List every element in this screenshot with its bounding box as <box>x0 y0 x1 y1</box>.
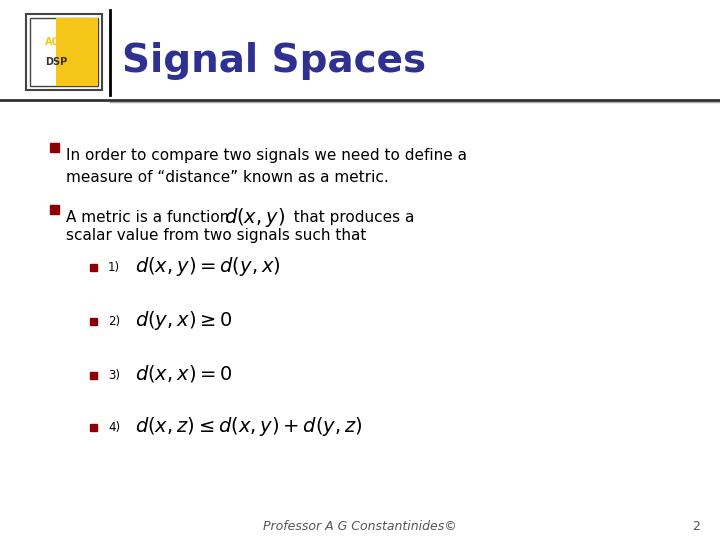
Text: $d(x, y) = d(y, x)$: $d(x, y) = d(y, x)$ <box>135 254 281 278</box>
Text: AGC: AGC <box>45 37 68 47</box>
Text: 2: 2 <box>692 521 700 534</box>
Text: Signal Spaces: Signal Spaces <box>122 42 426 80</box>
Text: that produces a: that produces a <box>284 210 415 225</box>
Text: scalar value from two signals such that: scalar value from two signals such that <box>66 228 366 243</box>
Text: DSP: DSP <box>45 57 67 67</box>
Bar <box>50 143 59 152</box>
Text: $d(x, x) = 0$: $d(x, x) = 0$ <box>135 363 233 384</box>
Bar <box>26 14 102 90</box>
Text: 3): 3) <box>108 369 120 382</box>
Bar <box>50 205 59 214</box>
Text: A metric is a function: A metric is a function <box>66 210 234 225</box>
Bar <box>90 424 97 431</box>
Text: $d(x, z) \leq d(x, y) + d(y, z)$: $d(x, z) \leq d(x, y) + d(y, z)$ <box>135 415 363 437</box>
Text: $d(y, x) \geq 0$: $d(y, x) \geq 0$ <box>135 308 233 332</box>
Bar <box>30 18 98 86</box>
Text: In order to compare two signals we need to define a
measure of “distance” known : In order to compare two signals we need … <box>66 148 467 185</box>
Bar <box>56 18 98 86</box>
Text: $d(x,y)$: $d(x,y)$ <box>224 206 285 229</box>
Text: 1): 1) <box>108 261 120 274</box>
Text: 4): 4) <box>108 422 120 435</box>
Bar <box>90 264 97 271</box>
Text: Professor A G Constantinides©: Professor A G Constantinides© <box>263 521 457 534</box>
Bar <box>90 372 97 379</box>
Text: 2): 2) <box>108 315 120 328</box>
Bar <box>90 318 97 325</box>
